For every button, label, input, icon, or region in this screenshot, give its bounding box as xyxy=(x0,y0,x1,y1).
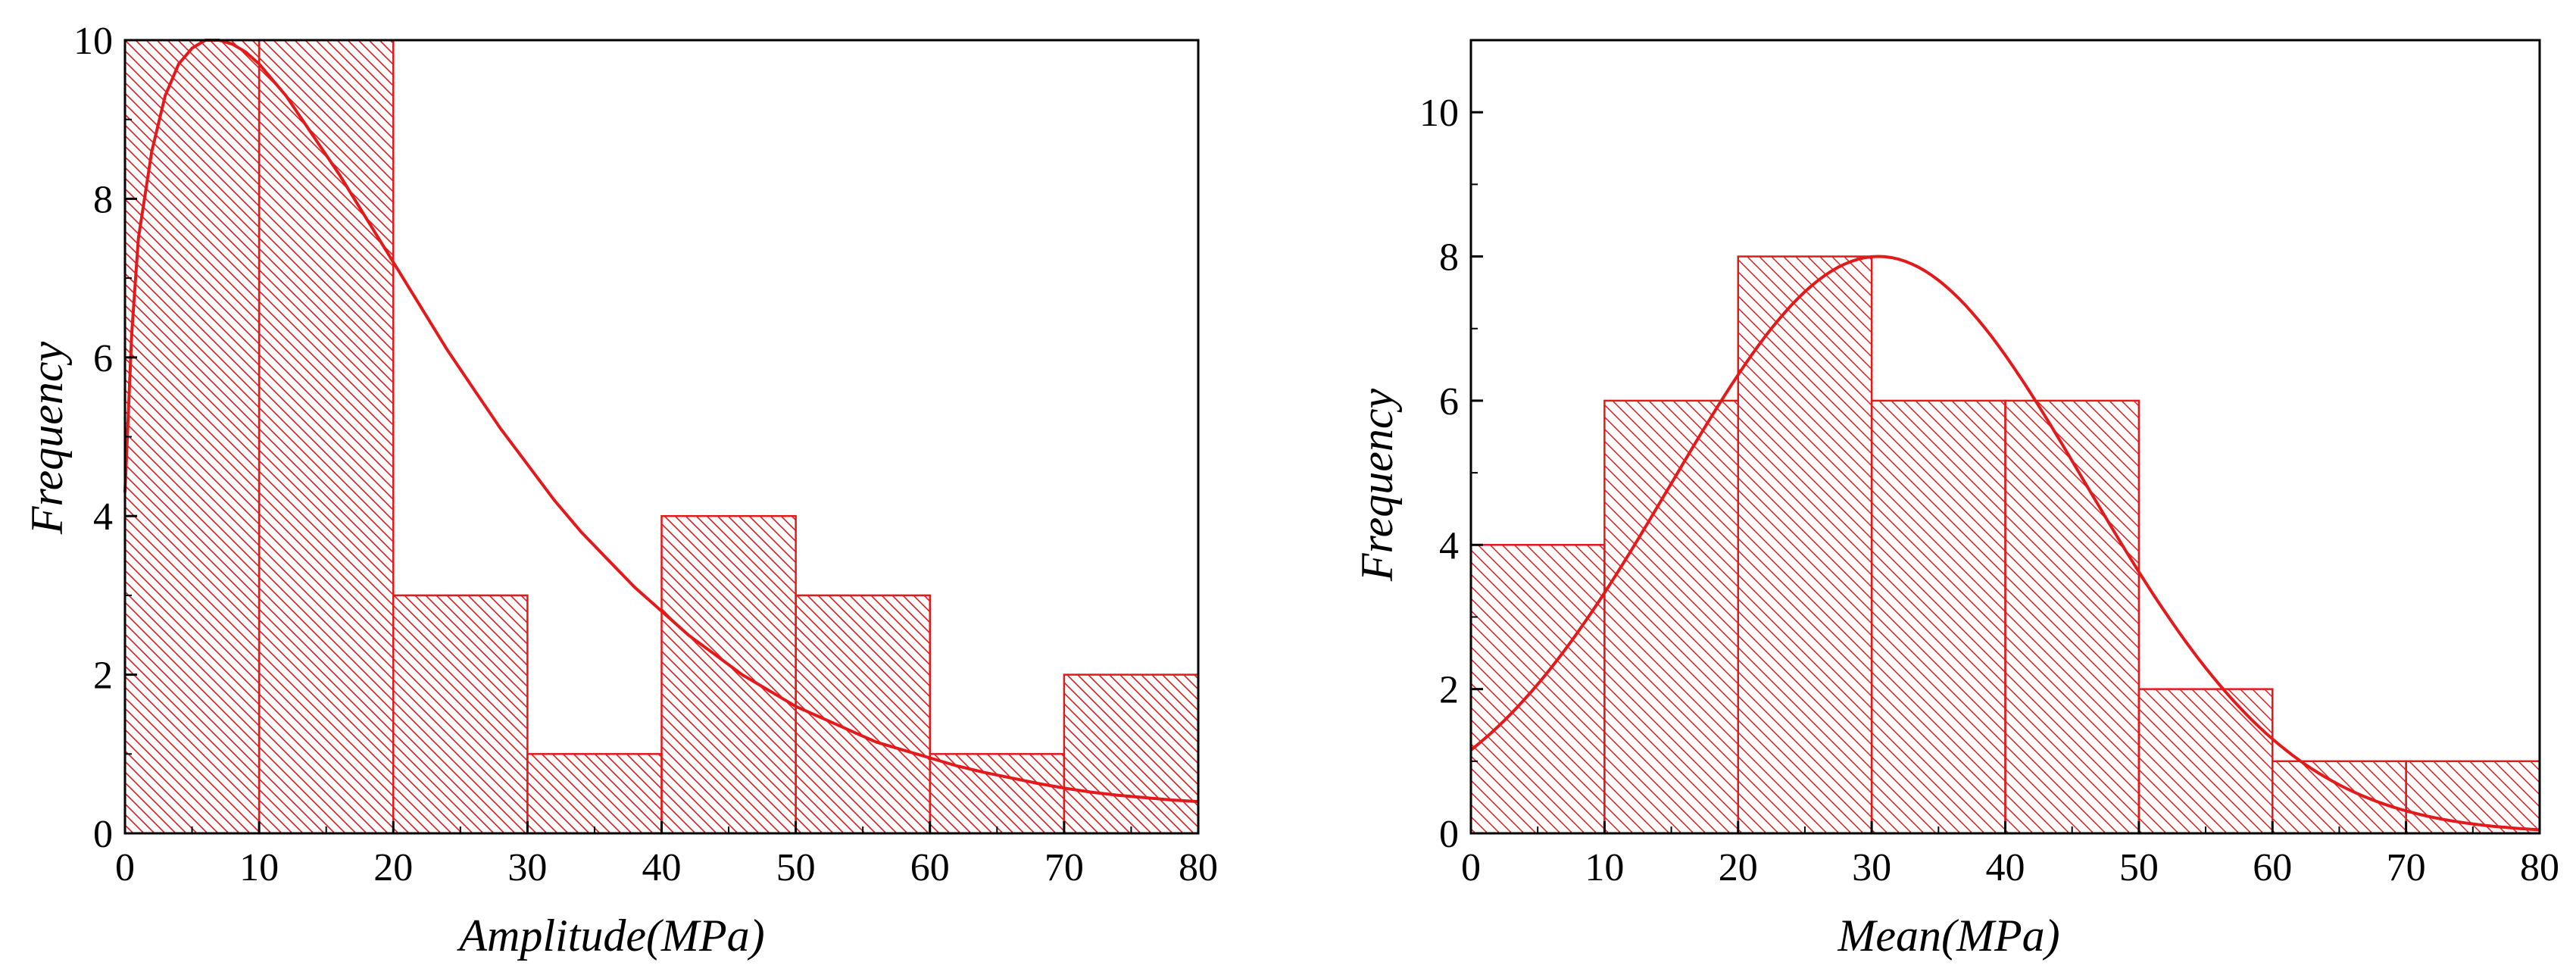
mean-x-tick-label: 0 xyxy=(1461,846,1481,889)
amplitude-x-tick-label: 40 xyxy=(642,846,682,889)
mean-bar-7 xyxy=(2405,760,2541,835)
mean-x-tick-label: 50 xyxy=(2119,846,2159,889)
amplitude-y-tick-label: 8 xyxy=(93,178,113,221)
amplitude-y-tick-label: 2 xyxy=(93,655,113,698)
amplitude-x-tick-label: 60 xyxy=(910,846,950,889)
mean-x-tick-label: 40 xyxy=(1986,846,2025,889)
mean-y-axis: 0 2 4 6 8 10 xyxy=(1419,92,1483,856)
amplitude-x-tick-label: 0 xyxy=(115,846,135,889)
amplitude-y-axis-label: Frequency xyxy=(22,341,72,535)
amplitude-y-tick-label: 6 xyxy=(93,337,113,380)
mean-x-tick-label: 10 xyxy=(1585,846,1624,889)
amplitude-x-tick-label: 30 xyxy=(507,846,547,889)
amplitude-x-axis: 0 10 20 30 40 50 60 70 80 xyxy=(115,821,1218,889)
mean-x-tick-label: 30 xyxy=(1852,846,1891,889)
mean-x-tick-label: 20 xyxy=(1719,846,1758,889)
mean-bar-4 xyxy=(2004,399,2140,835)
mean-y-axis-label: Frequency xyxy=(1352,388,1402,582)
mean-y-tick-label: 8 xyxy=(1439,236,1459,280)
mean-y-tick-label: 0 xyxy=(1439,813,1459,856)
mean-bar-2 xyxy=(1737,255,1873,835)
amplitude-x-tick-label: 70 xyxy=(1044,846,1084,889)
mean-y-tick-label: 10 xyxy=(1419,92,1459,135)
mean-x-axis: 0 10 20 30 40 50 60 70 80 xyxy=(1461,821,2559,889)
mean-bar-3 xyxy=(1870,399,2006,835)
amplitude-bar-6 xyxy=(929,753,1066,835)
mean-fit-curve xyxy=(1469,255,2540,832)
amplitude-x-tick-label: 10 xyxy=(239,846,279,889)
amplitude-x-tick-label: 50 xyxy=(776,846,816,889)
mean-y-tick-label: 6 xyxy=(1439,380,1459,423)
amplitude-bars xyxy=(123,39,1200,835)
amplitude-y-tick-label: 0 xyxy=(93,813,113,856)
mean-y-tick-label: 2 xyxy=(1439,669,1459,712)
amplitude-y-tick-label: 4 xyxy=(93,495,113,539)
mean-x-tick-label: 60 xyxy=(2253,846,2292,889)
amplitude-bar-1 xyxy=(258,39,395,835)
mean-bar-6 xyxy=(2272,760,2407,835)
amplitude-bar-5 xyxy=(795,594,931,835)
mean-bar-1 xyxy=(1603,399,1739,835)
amplitude-bar-0 xyxy=(123,39,261,835)
mean-bar-0 xyxy=(1469,544,1606,835)
mean-y-tick-label: 4 xyxy=(1439,524,1459,567)
mean-bars xyxy=(1469,255,2541,835)
mean-x-axis-label: Mean(MPa) xyxy=(1837,911,2059,961)
mean-x-tick-label: 80 xyxy=(2520,846,2559,889)
amplitude-bar-7 xyxy=(1063,673,1200,835)
amplitude-y-tick-label: 10 xyxy=(73,20,113,63)
amplitude-histogram-chart: 0 10 20 30 40 50 60 70 80 0 2 4 6 8 10 Amplitude(MPa)… xyxy=(22,20,1218,961)
mean-x-tick-label: 70 xyxy=(2387,846,2426,889)
amplitude-x-tick-label: 20 xyxy=(373,846,413,889)
amplitude-bar-3 xyxy=(526,753,663,835)
amplitude-x-axis-label: Amplitude(MPa) xyxy=(456,911,764,961)
amplitude-y-axis: 0 2 4 6 8 10 xyxy=(73,20,137,856)
amplitude-bar-2 xyxy=(392,594,529,835)
amplitude-bar-4 xyxy=(660,514,797,835)
amplitude-x-tick-label: 80 xyxy=(1179,846,1218,889)
mean-bar-5 xyxy=(2137,688,2274,835)
mean-histogram-chart: 0 10 20 30 40 50 60 70 80 0 2 4 6 8 10 Mean(MPa) Freq… xyxy=(1352,39,2559,961)
